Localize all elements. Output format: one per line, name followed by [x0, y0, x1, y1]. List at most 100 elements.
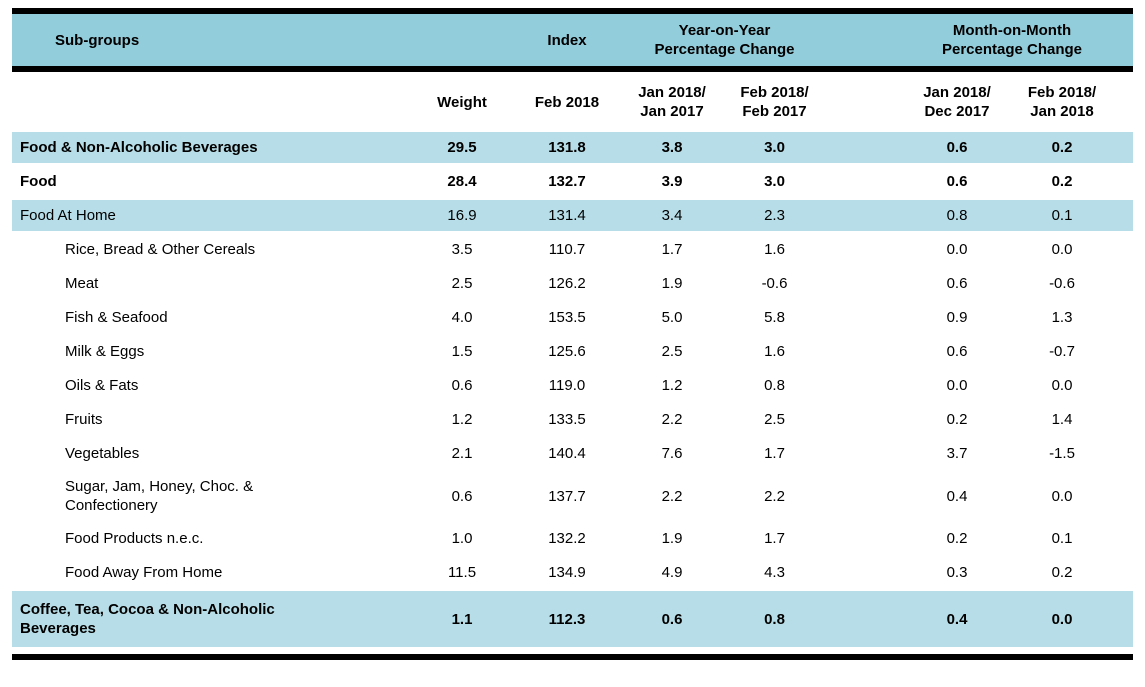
row-label: Milk & Eggs	[65, 343, 145, 360]
cell-mom-jan2018-dec2017: 0.2	[946, 411, 968, 428]
cell-yoy-jan2018-jan2017: 7.6	[661, 445, 683, 462]
cell-yoy-jan2018-jan2017: 2.5	[661, 343, 683, 360]
yoy-group-header-label: Year-on-Year Percentage Change	[654, 22, 795, 58]
cell-weight: 4.0	[451, 309, 473, 326]
cell-index-feb2018: 132.7	[548, 173, 586, 190]
row-label: Coffee, Tea, Cocoa & Non-Alcoholic Bever…	[20, 601, 275, 637]
cell-mom-feb2018-jan2018: -0.7	[1049, 343, 1075, 360]
cell-yoy-jan2018-jan2017: 0.6	[661, 610, 683, 628]
cell-index-feb2018: 131.4	[548, 207, 586, 224]
row-label: Sugar, Jam, Honey, Choc. & Confectionery	[65, 478, 254, 514]
cell-yoy-feb2018-feb2017: 2.5	[764, 411, 785, 428]
cell-yoy-jan2018-jan2017: 1.7	[661, 241, 683, 258]
cell-yoy-feb2018-feb2017: 2.3	[764, 207, 785, 224]
cell-yoy-jan2018-jan2017: 2.2	[661, 487, 683, 505]
cell-index-feb2018: 140.4	[548, 445, 586, 462]
mom-group-header-label: Month-on-Month Percentage Change	[941, 22, 1083, 58]
row-label: Food & Non-Alcoholic Beverages	[20, 139, 258, 156]
yoy-feb-column-label: Feb 2018/ Feb 2017	[740, 84, 809, 120]
cell-mom-feb2018-jan2018: -1.5	[1049, 445, 1075, 462]
table-row: Food Away From Home 11.5 134.9 4.9 4.3 0…	[12, 557, 1133, 588]
cell-mom-jan2018-dec2017: 0.6	[946, 173, 968, 190]
weight-column-label: Weight	[437, 93, 487, 111]
table-row: Food At Home 16.9 131.4 3.4 2.3 0.8 0.1	[12, 200, 1133, 231]
cell-yoy-feb2018-feb2017: 1.6	[764, 241, 785, 258]
cell-mom-feb2018-jan2018: 1.4	[1051, 411, 1073, 428]
mom-jan-column-label: Jan 2018/ Dec 2017	[923, 84, 991, 120]
cell-mom-jan2018-dec2017: 0.0	[946, 241, 968, 258]
group-header-row: Sub-groups Index Year-on-Year Percentage…	[12, 14, 1133, 66]
bottom-double-rule	[12, 654, 1133, 660]
cell-index-feb2018: 153.5	[548, 309, 586, 326]
cell-yoy-feb2018-feb2017: 3.0	[764, 173, 785, 190]
cell-weight: 11.5	[447, 564, 477, 581]
cell-weight: 2.1	[451, 445, 473, 462]
table-row: Rice, Bread & Other Cereals 3.5 110.7 1.…	[12, 234, 1133, 265]
cell-yoy-jan2018-jan2017: 1.9	[661, 530, 683, 547]
cell-weight: 0.6	[451, 377, 473, 394]
table-body: Food & Non-Alcoholic Beverages 29.5 131.…	[12, 132, 1133, 647]
row-label: Oils & Fats	[65, 377, 139, 394]
cell-index-feb2018: 134.9	[548, 564, 586, 581]
cell-yoy-jan2018-jan2017: 1.2	[661, 377, 683, 394]
mom-feb-column-label: Feb 2018/ Jan 2018	[1027, 84, 1097, 120]
cell-yoy-feb2018-feb2017: 5.8	[764, 309, 785, 326]
table-row: Coffee, Tea, Cocoa & Non-Alcoholic Bever…	[12, 591, 1133, 647]
cell-yoy-jan2018-jan2017: 5.0	[661, 309, 683, 326]
cell-mom-feb2018-jan2018: 1.3	[1051, 309, 1073, 326]
cell-mom-feb2018-jan2018: 0.1	[1051, 207, 1073, 224]
table-row: Fruits 1.2 133.5 2.2 2.5 0.2 1.4	[12, 404, 1133, 435]
cell-weight: 1.1	[451, 610, 473, 628]
row-label: Rice, Bread & Other Cereals	[65, 241, 256, 258]
cell-index-feb2018: 119.0	[548, 377, 586, 394]
cell-yoy-feb2018-feb2017: 4.3	[764, 564, 785, 581]
cell-yoy-jan2018-jan2017: 3.9	[661, 173, 683, 190]
table-row: Fish & Seafood 4.0 153.5 5.0 5.8 0.9 1.3	[12, 302, 1133, 333]
header-double-rule	[12, 66, 1133, 72]
table-row: Oils & Fats 0.6 119.0 1.2 0.8 0.0 0.0	[12, 370, 1133, 401]
cell-weight: 28.4	[447, 173, 477, 190]
yoy-jan-column-label: Jan 2018/ Jan 2017	[638, 84, 706, 120]
cell-yoy-jan2018-jan2017: 2.2	[661, 411, 683, 428]
cell-index-feb2018: 125.6	[548, 343, 586, 360]
cell-yoy-feb2018-feb2017: 1.6	[764, 343, 785, 360]
table-row: Food 28.4 132.7 3.9 3.0 0.6 0.2	[12, 166, 1133, 197]
cell-index-feb2018: 110.7	[548, 241, 586, 258]
cell-yoy-feb2018-feb2017: 1.7	[764, 530, 785, 547]
cell-index-feb2018: 137.7	[548, 487, 586, 505]
cpi-subgroups-table: Sub-groups Index Year-on-Year Percentage…	[12, 8, 1133, 660]
cell-mom-jan2018-dec2017: 0.3	[946, 564, 968, 581]
cell-index-feb2018: 126.2	[548, 275, 586, 292]
cell-yoy-feb2018-feb2017: 3.0	[764, 139, 785, 156]
index-month-column-label: Feb 2018	[534, 93, 600, 111]
table-row: Sugar, Jam, Honey, Choc. & Confectionery…	[12, 472, 1133, 520]
cell-weight: 1.0	[451, 530, 473, 547]
cell-mom-jan2018-dec2017: 0.2	[946, 530, 968, 547]
cell-mom-feb2018-jan2018: 0.0	[1051, 377, 1073, 394]
cell-weight: 1.5	[451, 343, 473, 360]
cell-weight: 3.5	[451, 241, 473, 258]
cell-mom-jan2018-dec2017: 0.9	[946, 309, 968, 326]
cell-weight: 2.5	[451, 275, 473, 292]
column-header-row: Weight Feb 2018 Jan 2018/ Jan 2017 Feb 2…	[12, 72, 1133, 132]
index-header-label: Index	[547, 31, 587, 49]
row-label: Meat	[65, 275, 99, 292]
cell-index-feb2018: 131.8	[548, 139, 586, 156]
cell-mom-jan2018-dec2017: 0.6	[946, 275, 968, 292]
cell-yoy-jan2018-jan2017: 3.4	[661, 207, 683, 224]
table-row: Food & Non-Alcoholic Beverages 29.5 131.…	[12, 132, 1133, 163]
table-row: Vegetables 2.1 140.4 7.6 1.7 3.7 -1.5	[12, 438, 1133, 469]
row-label: Food Away From Home	[65, 564, 223, 581]
cell-index-feb2018: 132.2	[548, 530, 586, 547]
cell-mom-feb2018-jan2018: 0.2	[1051, 173, 1073, 190]
cell-yoy-jan2018-jan2017: 1.9	[661, 275, 683, 292]
cell-mom-feb2018-jan2018: 0.0	[1051, 610, 1073, 628]
cell-yoy-feb2018-feb2017: -0.6	[761, 275, 788, 292]
cell-yoy-feb2018-feb2017: 2.2	[764, 487, 785, 505]
cell-mom-feb2018-jan2018: 0.0	[1051, 487, 1073, 505]
cell-index-feb2018: 133.5	[548, 411, 586, 428]
cell-mom-jan2018-dec2017: 0.6	[946, 139, 968, 156]
cell-mom-jan2018-dec2017: 0.4	[946, 610, 968, 628]
row-label: Food	[20, 173, 57, 190]
table-row: Milk & Eggs 1.5 125.6 2.5 1.6 0.6 -0.7	[12, 336, 1133, 367]
